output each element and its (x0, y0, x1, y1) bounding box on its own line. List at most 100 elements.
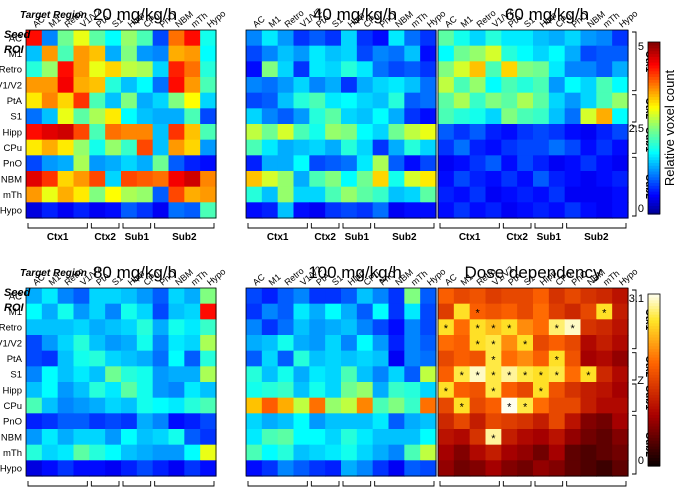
heatmap-cell (89, 303, 106, 320)
heatmap-cell (533, 139, 550, 156)
heatmap-cell (200, 108, 217, 125)
colorbar-segment (648, 331, 660, 335)
heatmap-cell (152, 124, 170, 141)
heatmap-cell (105, 460, 122, 477)
y-tick-label: AC (9, 33, 22, 44)
heatmap-cell (277, 335, 295, 352)
significance-marker: * (475, 323, 480, 335)
heatmap-cell (261, 444, 279, 461)
colorbar-segment (648, 168, 660, 172)
heatmap-cell (388, 413, 405, 430)
heatmap-cell (580, 30, 597, 47)
heatmap-cell (580, 303, 597, 320)
heatmap-cell (404, 429, 421, 446)
heatmap-cell (438, 92, 455, 109)
group-label-x: Sub1 (345, 232, 370, 243)
heatmap-cell (168, 186, 185, 203)
heatmap-cell (388, 61, 405, 78)
heatmap-cell (580, 460, 597, 477)
heatmap-cell (57, 45, 75, 62)
heatmap-cell (325, 155, 342, 172)
heatmap-cell (136, 366, 154, 383)
colorbar-segment (648, 136, 660, 141)
heatmap-cell (168, 155, 185, 172)
heatmap-cell (438, 397, 455, 414)
y-tick-label: Retro (0, 323, 22, 334)
heatmap-cell (548, 335, 566, 352)
heatmap-cell (420, 382, 437, 399)
heatmap-cell (184, 350, 201, 367)
heatmap-cell (341, 171, 358, 188)
heatmap-cell (152, 319, 170, 336)
colorbar-segment (648, 133, 660, 138)
y-tick-label: mTh (3, 190, 22, 201)
heatmap-cell (136, 30, 154, 47)
heatmap-cell (325, 288, 342, 305)
heatmap-cell (277, 460, 295, 477)
heatmap-cell (184, 155, 201, 172)
colorbar-segment (648, 128, 660, 132)
heatmap-cell (438, 108, 455, 125)
heatmap-cell (309, 303, 326, 320)
colorbar-segment (648, 345, 660, 350)
heatmap-cell (261, 382, 279, 399)
heatmap-cell (564, 366, 582, 383)
heatmap-cell (548, 429, 566, 446)
heatmap-cell (136, 350, 154, 367)
heatmap-cell (89, 382, 106, 399)
heatmap-cell (548, 186, 566, 203)
heatmap-cell (453, 155, 471, 172)
group-bracket (534, 223, 564, 229)
group-label-x: Sub2 (172, 232, 197, 243)
heatmap-cell (184, 186, 201, 203)
colorbar-segment (648, 434, 660, 438)
heatmap-cell (533, 288, 550, 305)
heatmap-cell (246, 288, 263, 305)
significance-marker: * (491, 339, 496, 351)
heatmap-cell (341, 108, 358, 125)
heatmap-cell (105, 186, 122, 203)
heatmap-cell (325, 139, 342, 156)
heatmap-cell (184, 30, 201, 47)
heatmap-cell (404, 288, 421, 305)
heatmap-cell (517, 288, 534, 305)
heatmap-cell (277, 139, 295, 156)
heatmap-cell (168, 108, 185, 125)
heatmap-cell (469, 139, 487, 156)
heatmap-cell (596, 202, 613, 219)
heatmap-cell (533, 429, 550, 446)
heatmap-cell (517, 171, 534, 188)
heatmap-cell (73, 202, 90, 219)
heatmap-cell (517, 186, 534, 203)
heatmap-cell (469, 92, 487, 109)
heatmap-cell (438, 124, 455, 141)
heatmap-cell (420, 202, 437, 219)
heatmap-cell (57, 319, 75, 336)
heatmap-cell (596, 108, 613, 125)
heatmap-cell (548, 171, 566, 188)
y-tick-label: M1 (9, 307, 22, 318)
heatmap-cell (438, 319, 455, 336)
heatmap-cell (341, 319, 358, 336)
heatmap-cell (26, 366, 43, 383)
group-bracket (374, 223, 435, 229)
group-bracket-y (632, 31, 637, 92)
heatmap-cell (168, 124, 185, 141)
heatmap-cell (580, 45, 597, 62)
panel-frame (437, 287, 629, 477)
heatmap-cell (89, 366, 106, 383)
heatmap-cell (309, 30, 326, 47)
heatmap-cell (57, 77, 75, 94)
heatmap-cell (57, 413, 75, 430)
heatmap-cell (564, 139, 582, 156)
heatmap-cell (501, 108, 518, 125)
colorbar-segment (648, 64, 660, 69)
heatmap-cell (41, 397, 59, 414)
heatmap-cell (293, 460, 310, 477)
heatmap-cell (420, 155, 437, 172)
heatmap-cell (404, 319, 421, 336)
heatmap-cell (548, 108, 566, 125)
significance-marker: * (460, 370, 465, 382)
heatmap-cell (469, 319, 487, 336)
heatmap-cell (517, 335, 534, 352)
